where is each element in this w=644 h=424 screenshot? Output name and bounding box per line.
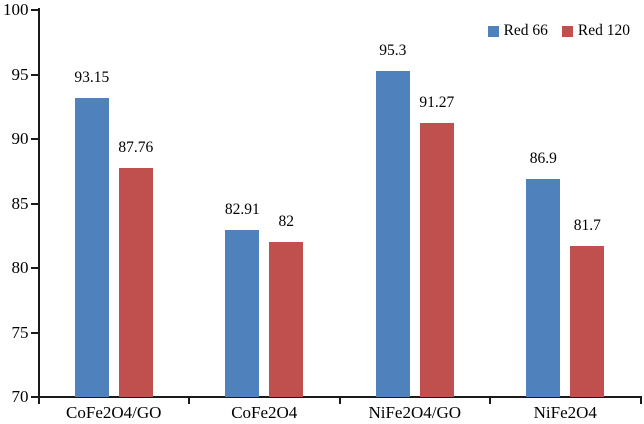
bar-red-120	[419, 122, 454, 397]
x-axis-tick	[338, 397, 341, 404]
x-axis-tick	[489, 397, 491, 404]
y-axis-line	[37, 8, 40, 398]
legend-swatch	[487, 25, 499, 37]
bar-value-label: 82.91	[224, 201, 260, 219]
y-axis-tick-label: 100	[3, 0, 29, 19]
y-axis-tick	[30, 267, 39, 269]
legend-label: Red 66	[503, 22, 548, 39]
bar-red-66	[74, 98, 109, 397]
bar-value-label: 87.76	[118, 138, 154, 156]
bar-value-label: 82	[278, 213, 295, 231]
bar-red-66	[225, 230, 260, 397]
bar-value-label: 81.7	[573, 217, 601, 235]
y-axis-tick	[30, 331, 39, 334]
bar-value-label: 93.15	[74, 69, 110, 87]
legend-item: Red 66	[487, 22, 548, 40]
legend-swatch	[561, 25, 573, 37]
x-axis-category-label: NiFe2O4/GO	[368, 403, 462, 422]
y-axis-tick	[30, 396, 39, 398]
x-axis-tick	[37, 397, 40, 404]
legend-label: Red 120	[577, 22, 630, 39]
bar-red-66	[375, 70, 410, 397]
legend-item: Red 120	[561, 22, 630, 40]
x-axis-tick	[639, 397, 642, 404]
y-axis-tick-label: 90	[11, 129, 29, 148]
x-axis-category-label: CoFe2O4/GO	[66, 403, 162, 422]
bar-red-120	[269, 242, 304, 397]
bar-value-label: 86.9	[529, 149, 557, 167]
y-axis-tick-label: 75	[11, 322, 29, 342]
y-axis-tick-label: 70	[11, 387, 29, 406]
bar-value-label: 95.3	[379, 41, 407, 59]
bar-red-66	[526, 178, 561, 397]
y-axis-tick-label: 95	[11, 64, 29, 84]
y-axis-tick	[30, 73, 39, 76]
y-axis-tick	[30, 202, 39, 205]
bar-red-120	[118, 167, 153, 397]
bar-value-label: 91.27	[419, 93, 455, 111]
bar-red-120	[570, 246, 605, 397]
x-axis-tick	[188, 397, 190, 404]
y-axis-tick-label: 80	[11, 258, 29, 277]
y-axis-tick	[30, 9, 39, 11]
legend: Red 66 Red 120	[487, 22, 630, 40]
x-axis-category-label: NiFe2O4	[533, 403, 597, 422]
y-axis-tick	[30, 138, 39, 140]
y-axis-tick-label: 85	[11, 193, 29, 213]
x-axis-category-label: CoFe2O4	[231, 403, 298, 422]
